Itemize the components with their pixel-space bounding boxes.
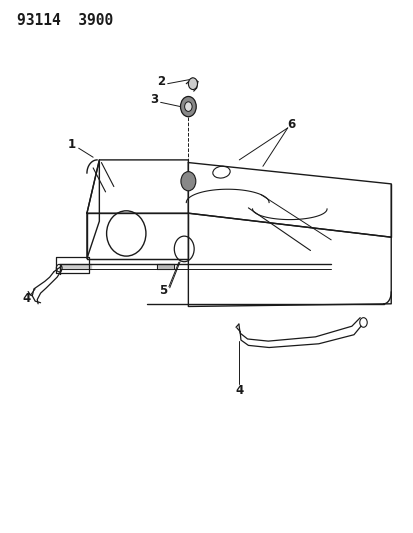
Circle shape bbox=[188, 78, 197, 90]
Text: 4: 4 bbox=[235, 384, 243, 397]
Text: 3: 3 bbox=[150, 93, 158, 106]
Text: 4: 4 bbox=[23, 292, 31, 305]
Circle shape bbox=[184, 102, 192, 111]
Text: 2: 2 bbox=[157, 75, 165, 87]
Text: 93114  3900: 93114 3900 bbox=[17, 13, 112, 28]
Circle shape bbox=[180, 172, 195, 191]
Text: 1: 1 bbox=[67, 139, 76, 151]
Text: 5: 5 bbox=[159, 284, 167, 297]
Circle shape bbox=[180, 96, 196, 117]
Text: 6: 6 bbox=[287, 118, 295, 131]
